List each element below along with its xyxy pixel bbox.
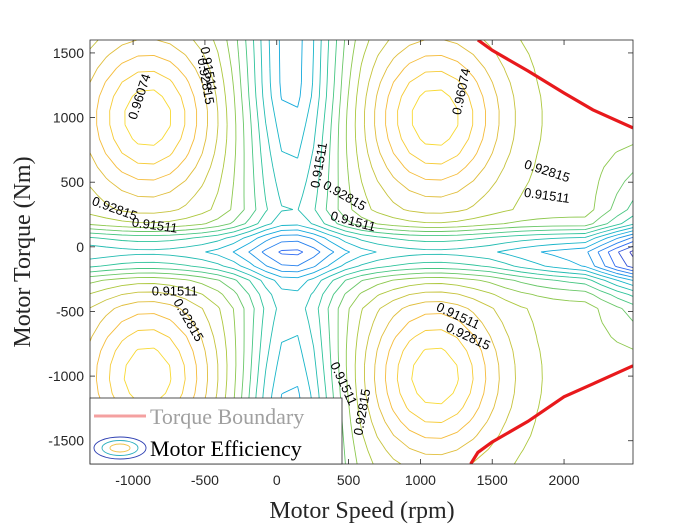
y-tick-label: -500 <box>56 303 84 319</box>
contour-label: 0.91511 <box>131 214 179 235</box>
torque-boundary-upper <box>476 40 633 130</box>
contour-line <box>261 236 633 275</box>
x-tick-label: -1000 <box>115 472 151 488</box>
legend-box <box>89 397 343 465</box>
contour-line <box>278 241 633 272</box>
y-tick-label: 1500 <box>53 45 84 61</box>
y-tick-label: -1500 <box>48 433 84 449</box>
x-tick-label: 0 <box>273 472 281 488</box>
legend-torque-boundary-label: Torque Boundary <box>150 404 304 429</box>
contour-line <box>90 40 543 464</box>
contour-line <box>90 40 633 464</box>
contour-line <box>90 40 633 464</box>
torque-boundary-lower <box>469 364 633 464</box>
contour-line <box>248 233 633 278</box>
contour-line <box>629 250 633 258</box>
y-tick-label: 1000 <box>53 110 84 126</box>
y-axis-label: Motor Torque (Nm) <box>10 156 36 347</box>
x-tick-label: 1000 <box>405 472 436 488</box>
y-tick-label: 0 <box>76 239 84 255</box>
contour-label: 0.91511 <box>152 284 198 299</box>
x-tick-label: -500 <box>191 472 219 488</box>
contour-lines <box>90 40 633 464</box>
axis-ticks: -1000 -500 0 500 1000 1500 2000 -1500 -1000 -500 0… <box>48 40 633 488</box>
contour-label: 0.91511 <box>523 185 571 206</box>
legend: Torque Boundary Motor Efficiency <box>89 397 343 465</box>
torque-boundary-lines <box>469 40 633 464</box>
x-tick-label: 1500 <box>477 472 508 488</box>
x-axis-label: Motor Speed (rpm) <box>269 498 454 524</box>
legend-motor-efficiency-icon <box>93 436 147 460</box>
x-tick-label: 2000 <box>548 472 579 488</box>
contour-line <box>90 40 633 464</box>
y-tick-label: -1000 <box>48 368 84 384</box>
plot-frame <box>89 39 634 465</box>
legend-motor-efficiency-label: Motor Efficiency <box>150 436 302 461</box>
y-tick-label: 500 <box>61 174 85 190</box>
x-tick-label: 500 <box>337 472 361 488</box>
